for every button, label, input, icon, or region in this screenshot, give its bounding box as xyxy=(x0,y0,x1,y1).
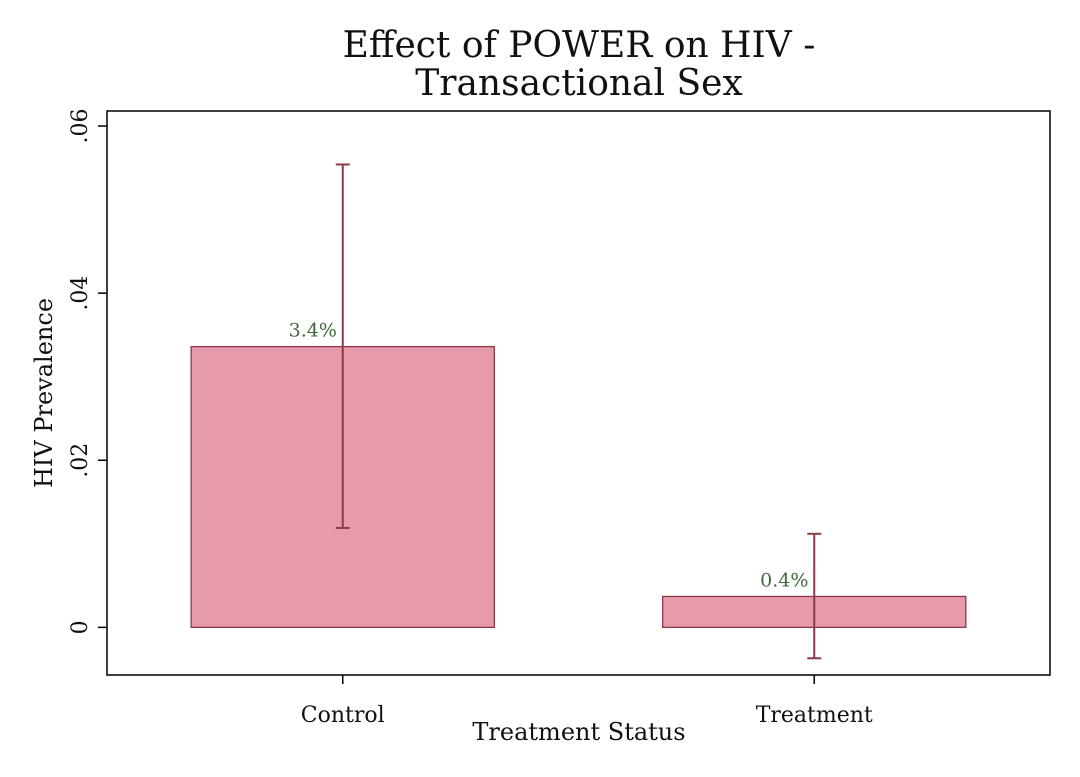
y-axis-label: HIV Prevalence xyxy=(30,298,58,488)
value-label-treatment: 0.4% xyxy=(760,569,808,591)
chart-title-line-1: Effect of POWER on HIV - xyxy=(343,25,816,66)
error-bars-group xyxy=(335,163,822,660)
x-axis-label: Treatment Status xyxy=(472,718,685,746)
bars-group xyxy=(190,345,967,629)
error-bar-control xyxy=(335,163,350,529)
y-tick-label: 0 xyxy=(68,620,93,634)
y-axis: 0 .02 .04 .06 xyxy=(68,109,107,634)
y-tick-label: .06 xyxy=(68,109,93,144)
x-tick-label-treatment: Treatment xyxy=(756,703,873,728)
y-tick-label: .04 xyxy=(68,276,93,311)
value-labels-group: 3.4% 0.4% xyxy=(289,320,809,592)
x-axis: Control Treatment xyxy=(301,675,873,728)
y-tick-label: .02 xyxy=(68,443,93,478)
error-bar-treatment xyxy=(807,532,822,660)
value-label-control: 3.4% xyxy=(289,320,337,342)
chart-title-line-2: Transactional Sex xyxy=(415,63,743,104)
x-tick-label-control: Control xyxy=(301,703,385,728)
plot-area-frame xyxy=(106,110,1051,676)
